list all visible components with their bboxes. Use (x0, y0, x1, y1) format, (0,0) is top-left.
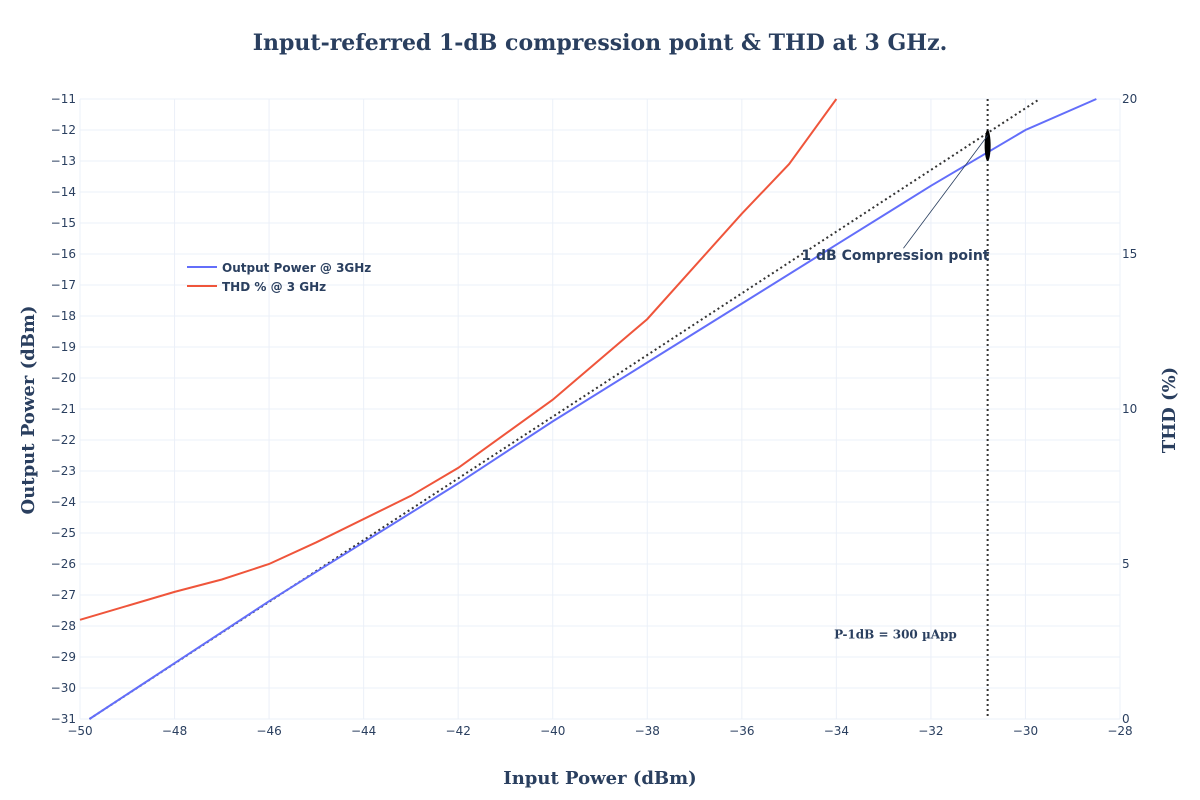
x-tick-label: −40 (540, 724, 565, 738)
annotations: 1 dB Compression point P-1dB = 300 µApp (801, 135, 990, 641)
y-tick-label: −17 (51, 278, 76, 292)
compression-marker (984, 130, 991, 161)
y-tick-label: −31 (51, 712, 76, 726)
x-tick-label: −46 (256, 724, 281, 738)
y2-tick-label: 15 (1122, 247, 1137, 261)
y-axis-title: Output Power (dBm) (18, 306, 39, 515)
legend-label-thd[interactable]: THD % @ 3 GHz (222, 280, 326, 294)
reference-lines (88, 98, 1041, 720)
legend: Output Power @ 3GHz THD % @ 3 GHz (187, 261, 371, 294)
compression-annotation-label: 1 dB Compression point (801, 248, 989, 264)
x-tick-label: −30 (1013, 724, 1038, 738)
y-tick-label: −29 (51, 650, 76, 664)
series-lines (79, 98, 1097, 720)
y-tick-label: −19 (51, 340, 76, 354)
y2-tick-label: 10 (1122, 402, 1137, 416)
x-tick-label: −34 (824, 724, 849, 738)
series-line-thd (79, 98, 838, 621)
y-tick-label: −15 (51, 216, 76, 230)
series-line-output-power (88, 98, 1097, 720)
y-tick-label: −21 (51, 402, 76, 416)
y-tick-label: −25 (51, 526, 76, 540)
y2-axis-title: THD (%) (1159, 367, 1180, 453)
y2-tick-label: 20 (1122, 92, 1137, 106)
compression-marker-group (984, 130, 991, 161)
chart-title: Input-referred 1-dB compression point & … (253, 30, 948, 56)
x-axis-title: Input Power (dBm) (503, 768, 696, 789)
y-tick-label: −11 (51, 92, 76, 106)
x-tick-label: −36 (729, 724, 754, 738)
p1db-annotation-label: P-1dB = 300 µApp (834, 627, 957, 641)
y2-tick-label: 5 (1122, 557, 1130, 571)
legend-label-output-power[interactable]: Output Power @ 3GHz (222, 261, 371, 275)
x-tick-label: −38 (635, 724, 660, 738)
y-tick-label: −24 (51, 495, 76, 509)
x-tick-label: −48 (162, 724, 187, 738)
y-tick-label: −16 (51, 247, 76, 261)
linear-reference-line (88, 98, 1041, 720)
compression-annotation-arrow (903, 135, 988, 249)
x-tick-label: −28 (1107, 724, 1132, 738)
y2-tick-label: 0 (1122, 712, 1130, 726)
x-tick-label: −44 (351, 724, 376, 738)
grid (79, 98, 1121, 720)
y-tick-label: −23 (51, 464, 76, 478)
y-tick-label: −20 (51, 371, 76, 385)
y-tick-label: −12 (51, 123, 76, 137)
y-tick-label: −28 (51, 619, 76, 633)
x-tick-label: −32 (918, 724, 943, 738)
y-tick-label: −26 (51, 557, 76, 571)
y-tick-label: −13 (51, 154, 76, 168)
y-tick-label: −18 (51, 309, 76, 323)
x-tick-label: −50 (67, 724, 92, 738)
y-tick-label: −30 (51, 681, 76, 695)
y-tick-label: −27 (51, 588, 76, 602)
x-tick-label: −42 (446, 724, 471, 738)
y-tick-label: −14 (51, 185, 76, 199)
axis-ticks: −50 −48 −46 −44 −42 −40 −38 −36 −34 −32 −30 −28 −11 −… (51, 92, 1138, 738)
y-tick-label: −22 (51, 433, 76, 447)
